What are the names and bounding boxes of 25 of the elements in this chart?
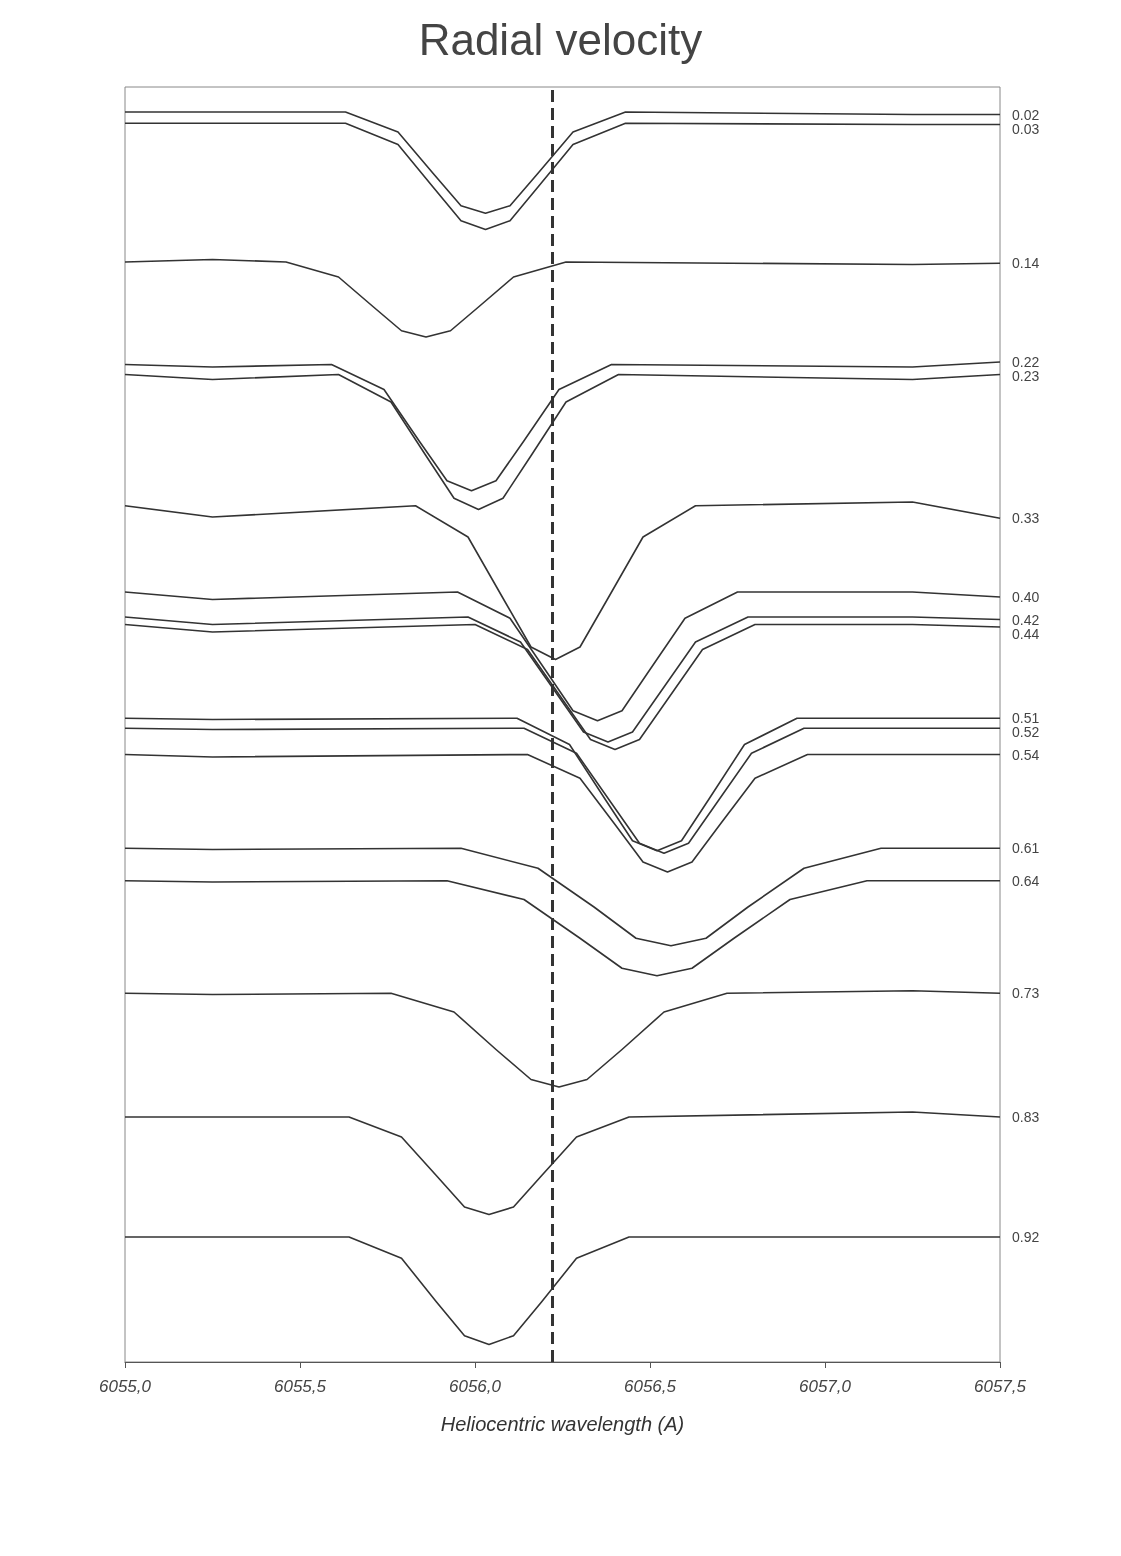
x-axis-title: Heliocentric wavelength (A)	[440, 1413, 685, 1435]
series-label: 0.02	[1012, 106, 1040, 123]
series-label: 0.83	[1012, 1109, 1040, 1125]
series-label: 0.40	[1012, 589, 1040, 605]
chart-title: Radial velocity	[418, 14, 703, 64]
x-tick-label: 6057,5	[974, 1377, 1027, 1396]
series-label: 0.92	[1012, 1229, 1040, 1245]
series-label: 0.73	[1012, 985, 1040, 1002]
series-label: 0.14	[1012, 255, 1040, 272]
series-label: 0.61	[1012, 840, 1040, 857]
x-tick-label: 6057,0	[799, 1377, 852, 1396]
series-label: 0.33	[1012, 510, 1040, 527]
series-label: 0.03	[1012, 120, 1040, 137]
series-label: 0.52	[1012, 724, 1040, 741]
x-tick-label: 6055,5	[274, 1377, 327, 1396]
series-label: 0.64	[1012, 872, 1040, 889]
series-label: 0.22	[1012, 354, 1040, 370]
series-label: 0.44	[1012, 625, 1040, 642]
series-label: 0.51	[1012, 710, 1040, 727]
x-tick-label: 6055,0	[99, 1377, 152, 1396]
series-label: 0.23	[1012, 368, 1040, 384]
x-tick-label: 6056,0	[449, 1377, 502, 1396]
series-label: 0.54	[1012, 746, 1040, 763]
series-label: 0.42	[1012, 611, 1040, 628]
x-tick-label: 6056,5	[624, 1377, 677, 1396]
